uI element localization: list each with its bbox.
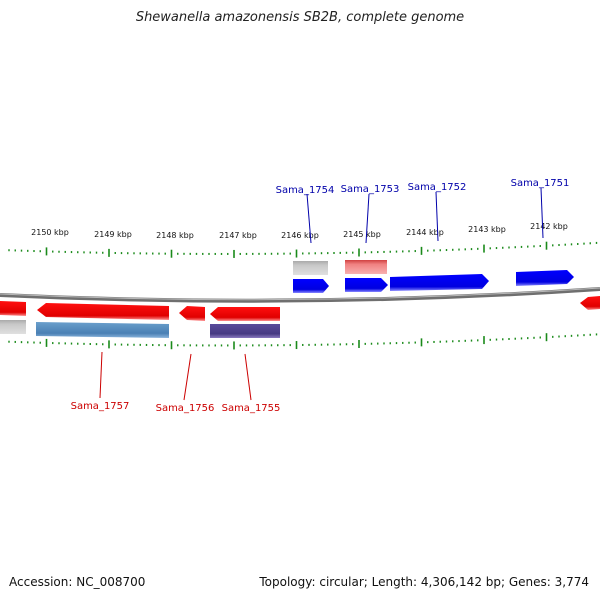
- gene-label-sama-1756[interactable]: Sama_1756: [156, 403, 215, 414]
- kbp-label: 2147 kbp: [219, 231, 257, 240]
- feature-sama-1753[interactable]: [345, 260, 387, 274]
- genome-backbone: [0, 287, 600, 303]
- leader-line-sama-1751: [540, 187, 544, 239]
- gene-label-sama-1757[interactable]: Sama_1757: [71, 401, 130, 412]
- gene-left-edge-reverse[interactable]: [0, 301, 26, 316]
- kbp-label: 2143 kbp: [468, 225, 506, 234]
- gene-sama-1751-forward[interactable]: [516, 270, 574, 286]
- kbp-label: 2142 kbp: [530, 222, 568, 231]
- map-title: Shewanella amazonensis SB2B, complete ge…: [135, 10, 465, 25]
- gene-sama-1757-reverse[interactable]: [37, 303, 169, 320]
- leader-line-sama-1757: [99, 351, 103, 399]
- gene-right-edge-reverse[interactable]: [580, 296, 600, 310]
- kbp-label: 2149 kbp: [94, 230, 132, 239]
- leader-line-sama-1756: [183, 353, 192, 401]
- topology-summary: Topology: circular; Length: 4,306,142 bp…: [259, 575, 589, 589]
- leader-line-sama-1753: [365, 193, 370, 244]
- gene-sama-1753-forward[interactable]: [345, 278, 388, 292]
- kbp-label: 2144 kbp: [406, 228, 444, 237]
- feature-sama-1757[interactable]: [36, 322, 169, 338]
- kbp-label: 2150 kbp: [31, 228, 69, 237]
- tick-row-top: [8, 241, 598, 258]
- gene-label-sama-1752[interactable]: Sama_1752: [408, 182, 467, 193]
- gene-label-sama-1754[interactable]: Sama_1754: [276, 185, 335, 196]
- genome-backbone-highlight: [0, 287, 600, 301]
- feature-sama-1755[interactable]: [210, 324, 280, 338]
- kbp-label: 2146 kbp: [281, 231, 319, 240]
- leader-line-sama-1754: [306, 193, 312, 244]
- leader-line-sama-1755: [244, 353, 252, 401]
- gene-label-sama-1753[interactable]: Sama_1753: [341, 184, 400, 195]
- feature-left-edge[interactable]: [0, 320, 26, 334]
- kbp-label: 2145 kbp: [343, 230, 381, 239]
- gene-sama-1755-reverse[interactable]: [210, 307, 280, 321]
- gene-label-sama-1755[interactable]: Sama_1755: [222, 403, 281, 414]
- gene-sama-1752-forward[interactable]: [390, 274, 489, 291]
- gene-sama-1756-reverse[interactable]: [179, 306, 205, 321]
- kbp-label: 2148 kbp: [156, 231, 194, 240]
- feature-sama-1754[interactable]: [293, 261, 328, 275]
- accession-text: Accession: NC_008700: [9, 575, 146, 589]
- leader-line-sama-1752: [435, 191, 439, 242]
- gene-sama-1754-forward[interactable]: [293, 279, 329, 293]
- tick-row-bottom: [8, 333, 598, 350]
- gene-label-sama-1751[interactable]: Sama_1751: [511, 178, 570, 189]
